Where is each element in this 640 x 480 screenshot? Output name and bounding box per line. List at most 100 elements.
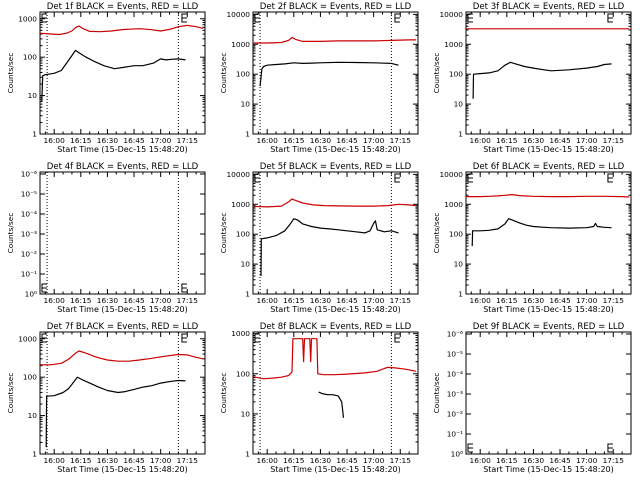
x-tick-label: 16:15 <box>283 136 305 145</box>
bracket-marker-left <box>254 173 260 183</box>
x-tick-label: 16:15 <box>70 136 92 145</box>
y-axis-label: Counts/sec <box>219 373 228 414</box>
lld-series-line <box>466 194 630 198</box>
bracket-marker-left <box>41 333 47 343</box>
events-series-line <box>260 218 399 277</box>
x-tick-label: 16:45 <box>549 456 571 465</box>
y-tick-label: 10⁻⁵ <box>21 190 37 199</box>
detector-panel-8: Det 8f BLACK = Events, RED = LLD 16:00 16:… <box>219 322 419 474</box>
x-tick-label: 16:45 <box>549 296 571 305</box>
x-axis-label: Start Time (15-Dec-15 15:48:20) <box>483 145 614 154</box>
bracket-marker-right <box>607 443 613 453</box>
detector-panel-6: Det 6f BLACK = Events, RED = LLD 16:00 16:… <box>432 162 632 314</box>
bracket-marker-left <box>254 13 260 23</box>
x-tick-label: 16:30 <box>97 456 119 465</box>
plot-frame <box>465 331 632 455</box>
y-tick-label: 10 <box>241 100 251 109</box>
x-tick-label: 16:30 <box>310 456 332 465</box>
y-tick-label: 1 <box>32 450 37 459</box>
y-tick-label: 100 <box>236 369 250 378</box>
x-tick-label: 16:30 <box>310 136 332 145</box>
y-tick-label: 1000 <box>444 200 463 209</box>
x-axis-label: Start Time (15-Dec-15 15:48:20) <box>270 465 401 474</box>
plot-frame <box>252 11 419 135</box>
x-tick-label: 16:15 <box>283 296 305 305</box>
x-axis-label: Start Time (15-Dec-15 15:48:20) <box>57 145 188 154</box>
x-axis-label: Start Time (15-Dec-15 15:48:20) <box>483 305 614 314</box>
events-series-line <box>41 49 186 102</box>
events-series-line <box>472 61 612 99</box>
y-tick-label: 1000 <box>18 14 37 23</box>
y-axis-label: Counts/sec <box>6 373 15 414</box>
x-tick-label: 17:15 <box>390 456 412 465</box>
x-tick-label: 16:45 <box>336 136 358 145</box>
x-tick-label: 16:30 <box>310 296 332 305</box>
x-tick-label: 16:15 <box>70 296 92 305</box>
x-tick-label: 17:15 <box>603 136 625 145</box>
y-tick-label: 1 <box>458 290 463 299</box>
y-tick-label: 100 <box>236 70 250 79</box>
events-series-line <box>471 218 612 247</box>
x-tick-label: 16:45 <box>549 136 571 145</box>
x-tick-label: 16:30 <box>523 136 545 145</box>
x-tick-label: 17:00 <box>363 296 385 305</box>
y-tick-label: 10⁻⁵ <box>447 350 463 359</box>
x-tick-label: 17:00 <box>150 296 172 305</box>
x-axis-label: Start Time (15-Dec-15 15:48:20) <box>483 465 614 474</box>
events-series-line <box>318 391 345 418</box>
plot-frame <box>465 171 632 295</box>
x-tick-label: 16:00 <box>470 136 492 145</box>
panel-title: Det 9f BLACK = Events, RED = LLD <box>473 322 625 332</box>
x-tick-label: 16:00 <box>44 456 66 465</box>
x-tick-label: 16:30 <box>523 456 545 465</box>
y-tick-label: 1 <box>245 290 250 299</box>
y-tick-label: 10⁻¹ <box>21 270 37 279</box>
detector-panel-2: Det 2f BLACK = Events, RED = LLD 16:00 16:… <box>219 2 419 154</box>
bracket-marker-right <box>181 333 187 343</box>
y-tick-label: 10 <box>454 100 464 109</box>
bracket-marker-right <box>394 333 400 343</box>
lld-series-line <box>39 24 204 36</box>
x-tick-label: 16:00 <box>257 456 279 465</box>
x-tick-label: 17:00 <box>150 136 172 145</box>
x-tick-label: 16:30 <box>97 136 119 145</box>
y-tick-label: 10⁻³ <box>21 230 37 239</box>
y-tick-label: 1 <box>245 450 250 459</box>
y-tick-label: 10000 <box>226 10 250 19</box>
lld-series-line <box>252 198 417 208</box>
x-tick-label: 17:00 <box>576 136 598 145</box>
x-tick-label: 16:45 <box>336 456 358 465</box>
x-tick-label: 17:15 <box>603 296 625 305</box>
x-tick-label: 16:45 <box>123 296 145 305</box>
bracket-marker-left <box>41 13 47 23</box>
x-tick-label: 16:45 <box>336 296 358 305</box>
x-axis-label: Start Time (15-Dec-15 15:48:20) <box>57 305 188 314</box>
bracket-marker-right <box>607 173 613 183</box>
detector-panel-9: Det 9f BLACK = Events, RED = LLD 16:00 16:… <box>432 322 632 474</box>
detector-panel-7: Det 7f BLACK = Events, RED = LLD 16:00 16:… <box>6 322 206 474</box>
y-tick-label: 10000 <box>439 170 463 179</box>
panel-title: Det 1f BLACK = Events, RED = LLD <box>47 2 199 12</box>
x-tick-label: 16:15 <box>496 136 518 145</box>
y-tick-label: 10 <box>241 260 251 269</box>
y-tick-label: 1 <box>32 130 37 139</box>
plot-frame <box>252 171 419 295</box>
y-tick-label: 1000 <box>444 40 463 49</box>
x-tick-label: 17:15 <box>390 296 412 305</box>
y-tick-label: 10⁻³ <box>447 390 463 399</box>
x-axis-label: Start Time (15-Dec-15 15:48:20) <box>57 465 188 474</box>
x-tick-label: 17:00 <box>363 456 385 465</box>
x-tick-label: 16:00 <box>44 136 66 145</box>
y-tick-label: 10⁻² <box>447 410 463 419</box>
bracket-marker-left <box>254 333 260 343</box>
bracket-marker-right <box>181 13 187 23</box>
x-tick-label: 17:15 <box>390 136 412 145</box>
bracket-marker-right <box>394 173 400 183</box>
y-tick-label: 1000 <box>231 329 250 338</box>
bracket-marker-right <box>181 283 187 293</box>
y-axis-label: Counts/sec <box>432 53 441 94</box>
y-axis-label: Counts/sec <box>6 213 15 254</box>
plot-frame <box>39 11 206 135</box>
y-tick-label: 10⁰ <box>451 450 463 459</box>
